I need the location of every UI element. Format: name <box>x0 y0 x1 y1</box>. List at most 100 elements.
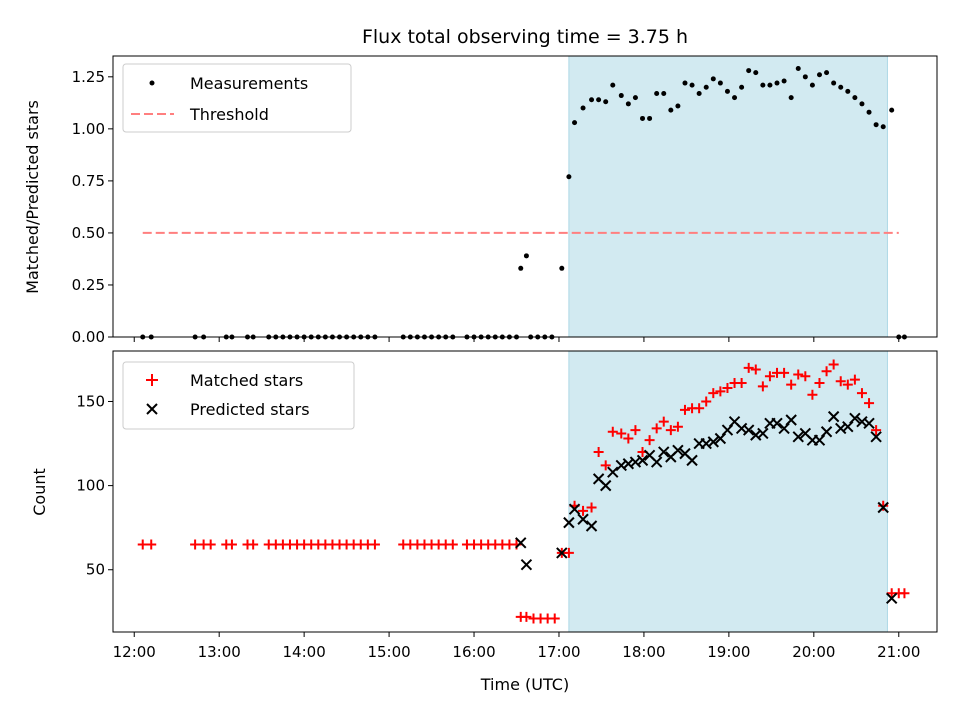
measurement-point <box>831 80 837 86</box>
predicted-star-point <box>568 503 581 515</box>
x-tick-label: 16:00 <box>452 643 495 661</box>
measurement-point <box>880 124 886 130</box>
x-tick-label: 14:00 <box>283 643 326 661</box>
measurement-point <box>732 95 738 101</box>
measurement-point <box>682 80 688 86</box>
matched-star-point <box>722 383 733 394</box>
legend-matched-marker <box>146 374 158 386</box>
matched-star-point <box>679 404 690 415</box>
measurement-point <box>580 105 586 111</box>
measurement-point <box>724 88 730 94</box>
ratio-y-tick-label: 1.25 <box>72 68 105 86</box>
predicted-star-point <box>577 513 589 525</box>
matched-star-point <box>871 425 882 436</box>
measurement-point <box>802 74 808 80</box>
predicted-star-point <box>650 456 663 468</box>
matched-star-point <box>864 398 875 409</box>
measurement-point <box>518 265 524 271</box>
measurement-point <box>610 82 616 88</box>
measurement-point <box>696 90 702 96</box>
measurement-point <box>746 68 752 74</box>
predicted-star-point <box>556 547 568 559</box>
matched-star-point <box>607 426 618 437</box>
predicted-star-point <box>707 436 720 448</box>
count-x-ticks: 12:00 13:00 14:00 15:00 16:00 17:00 18:00 19:00… <box>113 632 920 661</box>
x-tick-label: 13:00 <box>198 643 241 661</box>
ratio-panel: 0.00 0.25 0.50 0.75 1.00 1.25 Matched/Predict… <box>23 55 938 346</box>
ratio-y-tick-label: 0.00 <box>72 328 105 346</box>
measurement-point <box>852 95 858 101</box>
matched-star-point <box>146 539 157 550</box>
matched-star-point <box>793 369 804 380</box>
matched-star-point <box>878 500 889 511</box>
matched-star-point <box>644 435 655 446</box>
predicted-star-point <box>585 520 598 532</box>
count-marks <box>137 359 910 624</box>
matched-star-point <box>593 446 604 457</box>
predicted-star-point <box>636 454 649 467</box>
matched-star-point <box>743 362 754 373</box>
matched-star-point <box>828 359 839 370</box>
measurement-point <box>703 84 709 90</box>
measurement-point <box>760 82 766 88</box>
count-y-axis-label: Count <box>30 468 49 516</box>
matched-star-point <box>665 425 676 436</box>
ratio-y-tick-label: 1.00 <box>72 120 105 138</box>
measurement-point <box>838 84 844 90</box>
measurement-point <box>640 115 646 121</box>
x-tick-label: 18:00 <box>622 643 665 661</box>
measurement-point <box>603 99 609 105</box>
matched-star-point <box>563 547 574 558</box>
measurement-point <box>668 107 674 113</box>
matched-star-point <box>651 423 662 434</box>
x-tick-label: 20:00 <box>792 643 835 661</box>
predicted-star-point <box>757 427 769 440</box>
observing-window-shade-bottom <box>568 350 888 633</box>
predicted-star-point <box>742 424 755 436</box>
ratio-legend: Measurements Threshold <box>122 63 352 133</box>
predicted-star-point <box>515 537 527 549</box>
count-y-tick-label: 50 <box>86 561 105 579</box>
measurement-point <box>809 82 815 88</box>
matched-star-point <box>835 376 846 387</box>
legend-measurements-label: Measurements <box>190 74 308 93</box>
matched-star-point <box>549 613 560 624</box>
ratio-y-tick-label: 0.25 <box>72 276 105 294</box>
ratio-marks <box>140 65 907 340</box>
matched-star-point <box>899 588 910 599</box>
ratio-legend-box <box>122 63 352 133</box>
matched-star-point <box>779 367 790 378</box>
predicted-star-point <box>820 426 833 438</box>
x-tick-label: 21:00 <box>877 643 920 661</box>
measurement-point <box>739 84 745 90</box>
legend-predicted-marker <box>146 403 158 415</box>
measurement-point <box>632 95 638 101</box>
measurement-point <box>661 90 667 96</box>
matched-star-point <box>578 505 589 516</box>
matched-star-point <box>205 539 216 550</box>
measurement-point <box>824 70 830 76</box>
measurement-point <box>889 107 895 113</box>
count-legend: Matched stars Predicted stars <box>122 361 355 430</box>
measurement-point <box>873 122 879 128</box>
x-tick-label: 12:00 <box>113 643 156 661</box>
x-axis-label: Time (UTC) <box>480 675 569 694</box>
legend-measurements-marker <box>149 80 155 86</box>
ratio-y-axis-label: Matched/Predicted stars <box>23 100 42 294</box>
observing-window-shade <box>568 55 888 338</box>
predicted-star-point <box>792 431 804 443</box>
matched-star-point <box>821 366 832 377</box>
matched-star-point <box>814 377 825 388</box>
matched-star-point <box>600 460 611 471</box>
predicted-star-point <box>863 417 875 430</box>
matched-star-point <box>658 416 669 427</box>
measurement-point <box>689 82 695 88</box>
matched-star-point <box>757 381 768 392</box>
measurement-point <box>859 101 865 107</box>
predicted-star-point <box>885 592 898 605</box>
measurement-point <box>566 174 572 180</box>
predicted-star-point <box>785 414 797 426</box>
measurement-point <box>654 90 660 96</box>
